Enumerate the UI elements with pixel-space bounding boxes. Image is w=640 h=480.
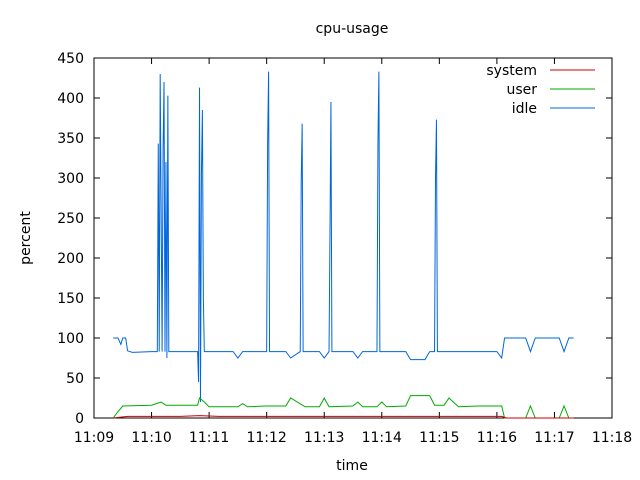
x-tick-label: 11:16 bbox=[477, 430, 517, 446]
y-tick-label: 0 bbox=[75, 411, 84, 427]
x-tick-label: 11:18 bbox=[592, 430, 632, 446]
plot-frame bbox=[93, 57, 613, 419]
x-tick-label: 11:10 bbox=[131, 430, 171, 446]
legend-label-idle: idle bbox=[512, 101, 537, 117]
x-tick-label: 11:14 bbox=[362, 430, 402, 446]
y-tick-label: 400 bbox=[57, 91, 84, 107]
x-tick-label: 11:17 bbox=[534, 430, 574, 446]
x-tick-label: 11:12 bbox=[246, 430, 286, 446]
y-tick-label: 100 bbox=[57, 331, 84, 347]
y-tick-label: 450 bbox=[57, 51, 84, 67]
x-axis: 11:09 11:10 11:11 11:12 11:13 11:14 11:15 11:16… bbox=[74, 58, 632, 446]
legend-label-system: system bbox=[486, 63, 537, 79]
x-tick-label: 11:15 bbox=[419, 430, 459, 446]
series-layer bbox=[112, 71, 574, 419]
x-axis-label: time bbox=[336, 458, 368, 474]
y-axis-label: percent bbox=[18, 211, 34, 265]
y-tick-label: 200 bbox=[57, 251, 84, 267]
legend-label-user: user bbox=[506, 82, 537, 98]
x-tick-label: 11:11 bbox=[189, 430, 229, 446]
y-tick-label: 250 bbox=[57, 211, 84, 227]
y-axis: 0 50 100 150 200 250 300 350 400 450 bbox=[57, 51, 612, 427]
y-tick-label: 350 bbox=[57, 131, 84, 147]
series-line-user bbox=[112, 395, 574, 419]
chart-title: cpu-usage bbox=[316, 21, 389, 37]
x-tick-label: 11:09 bbox=[74, 430, 114, 446]
y-tick-label: 300 bbox=[57, 171, 84, 187]
series-line-idle bbox=[113, 71, 574, 403]
x-tick-label: 11:13 bbox=[304, 430, 344, 446]
legend: system user idle bbox=[486, 63, 595, 117]
series-line-system bbox=[113, 415, 574, 419]
y-tick-label: 50 bbox=[66, 371, 84, 387]
y-tick-label: 150 bbox=[57, 291, 84, 307]
